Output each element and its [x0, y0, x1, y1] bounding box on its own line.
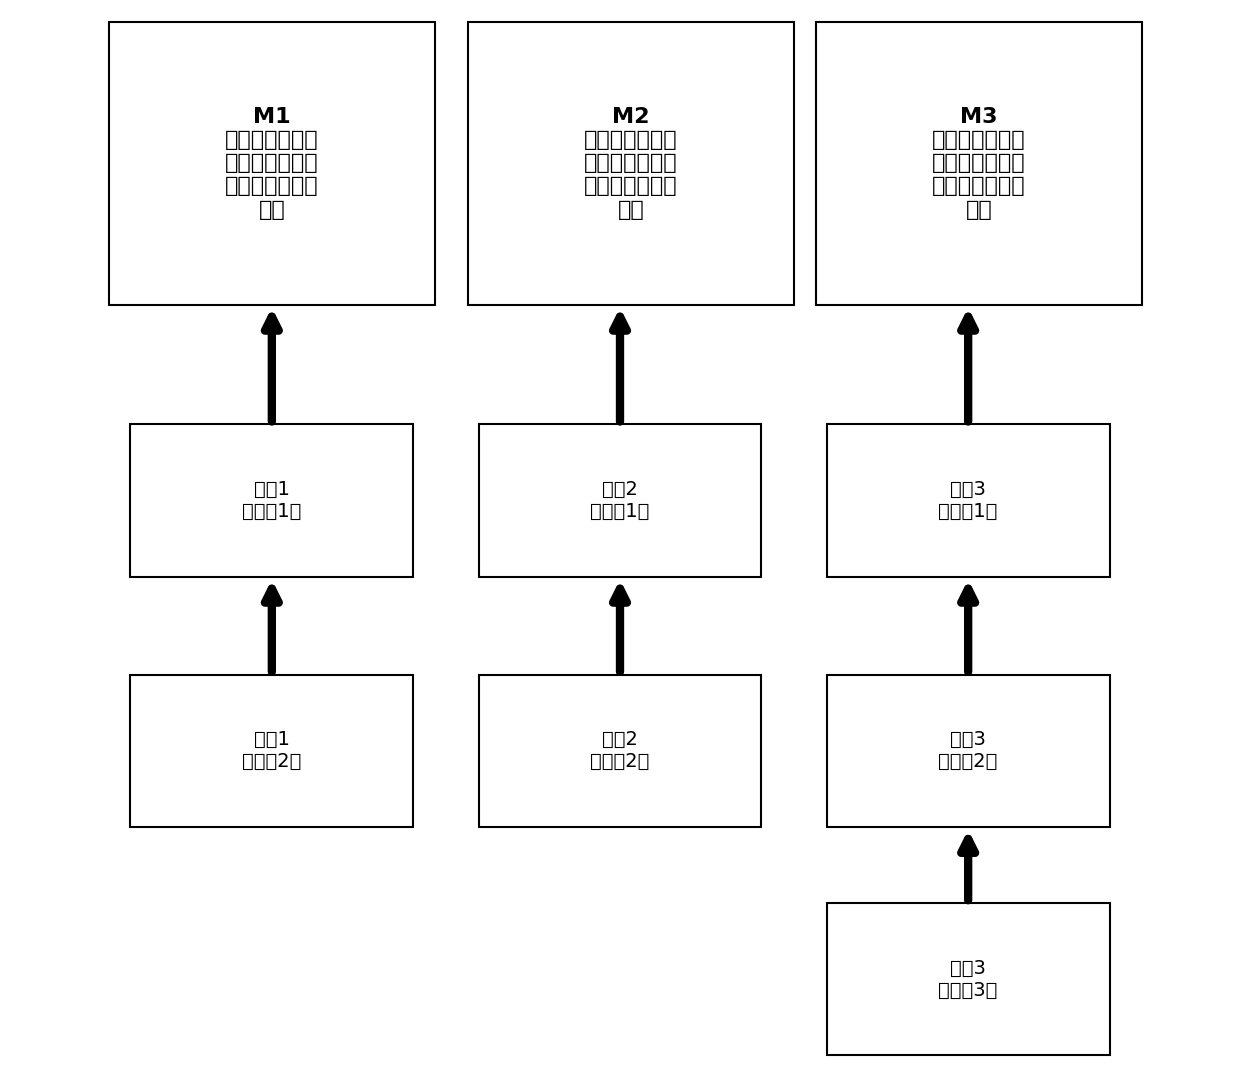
Text: 板材2
（工序2）: 板材2 （工序2）	[590, 730, 650, 771]
Text: 板材1
（工序1）: 板材1 （工序1）	[242, 480, 301, 521]
FancyBboxPatch shape	[130, 675, 413, 827]
Text: 板材3
（工序1）: 板材3 （工序1）	[939, 480, 998, 521]
FancyBboxPatch shape	[479, 675, 761, 827]
FancyBboxPatch shape	[827, 424, 1110, 577]
FancyBboxPatch shape	[130, 424, 413, 577]
Text: 板材2
（工序1）: 板材2 （工序1）	[590, 480, 650, 521]
FancyBboxPatch shape	[816, 22, 1142, 305]
Text: 板材1
（工序2）: 板材1 （工序2）	[242, 730, 301, 771]
FancyBboxPatch shape	[467, 22, 794, 305]
FancyBboxPatch shape	[827, 903, 1110, 1055]
Text: M1
多功能数控机床
（剪切、冲压、
折弯、成型、连
接）: M1 多功能数控机床 （剪切、冲压、 折弯、成型、连 接）	[224, 107, 319, 220]
Text: M3
多功能数控机床
（剪切、冲压、
折弯、成型、连
接）: M3 多功能数控机床 （剪切、冲压、 折弯、成型、连 接）	[932, 107, 1025, 220]
FancyBboxPatch shape	[109, 22, 435, 305]
FancyBboxPatch shape	[827, 675, 1110, 827]
FancyBboxPatch shape	[479, 424, 761, 577]
Text: 板材3
（工序2）: 板材3 （工序2）	[939, 730, 998, 771]
Text: M2
多功能数控机床
（剪切、冲压、
折弯、成型、连
接）: M2 多功能数控机床 （剪切、冲压、 折弯、成型、连 接）	[584, 107, 678, 220]
Text: 板材3
（工序3）: 板材3 （工序3）	[939, 959, 998, 1000]
